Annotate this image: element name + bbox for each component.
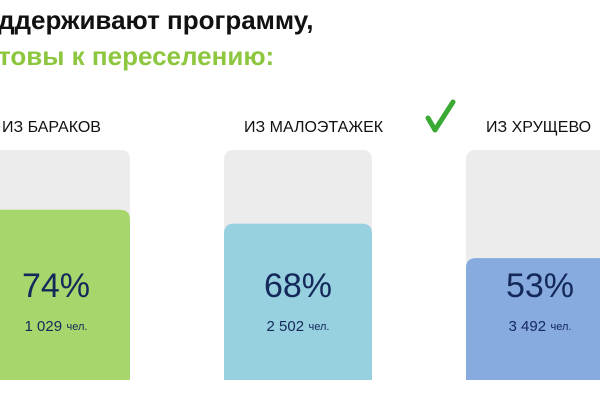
count-value: 3 492 [509, 318, 547, 335]
count-value: 1 029 [25, 318, 63, 335]
bar [0, 209, 130, 380]
count-label: 3 492 чел. [509, 318, 572, 335]
category-label: ИЗ ХРУЩЕВО [486, 119, 591, 136]
count-unit: чел. [309, 321, 330, 333]
chart-subtitle: товы к переселению: [0, 41, 274, 71]
count-unit: чел. [67, 321, 88, 333]
category-label: ИЗ БАРАКОВ [2, 119, 101, 136]
bar [224, 223, 372, 380]
count-unit: чел. [551, 321, 572, 333]
count-label: 1 029 чел. [25, 318, 88, 335]
chart-title: ддерживают программу, [0, 5, 314, 35]
count-label: 2 502 чел. [267, 318, 330, 335]
value-label: 74% [22, 267, 90, 305]
count-value: 2 502 [267, 318, 305, 335]
checkmark [425, 99, 456, 133]
bar [466, 258, 600, 380]
category-label: ИЗ МАЛОЭТАЖЕК [244, 119, 384, 136]
value-label: 53% [506, 267, 574, 305]
value-label: 68% [264, 267, 332, 305]
